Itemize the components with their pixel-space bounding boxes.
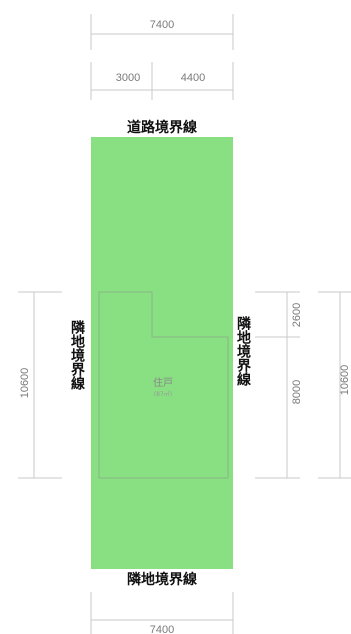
building-area: (87㎡): [154, 390, 172, 398]
dimension-right-split: [255, 291, 300, 479]
dimension-top-left-label: 3000: [116, 72, 140, 84]
dimension-top-total: [90, 14, 234, 50]
dimension-right-total-label: 10600: [339, 365, 351, 396]
dimension-right-total: [318, 291, 351, 479]
dimension-left-total: [18, 291, 62, 479]
dimension-bottom-total: [90, 592, 234, 634]
boundary-bottom-label: 隣地境界線: [127, 571, 197, 588]
dimension-bottom-total-label: 7400: [150, 624, 174, 634]
building-outline: [98, 291, 229, 479]
boundary-right-label: 隣地境界線: [235, 315, 251, 387]
boundary-left-label: 隣地境界線: [69, 319, 85, 391]
dimension-top-total-label: 7400: [150, 19, 174, 31]
dimension-right-lower-label: 8000: [291, 380, 303, 404]
dimension-right-upper-label: 2600: [291, 303, 303, 327]
dimension-top-split: [90, 62, 234, 100]
lot-area: [91, 137, 233, 569]
boundary-top-label: 道路境界線: [127, 119, 197, 136]
dimension-top-right-label: 4400: [181, 72, 205, 84]
dimension-left-total-label: 10600: [19, 368, 31, 399]
building-name: 住戸: [153, 376, 173, 389]
